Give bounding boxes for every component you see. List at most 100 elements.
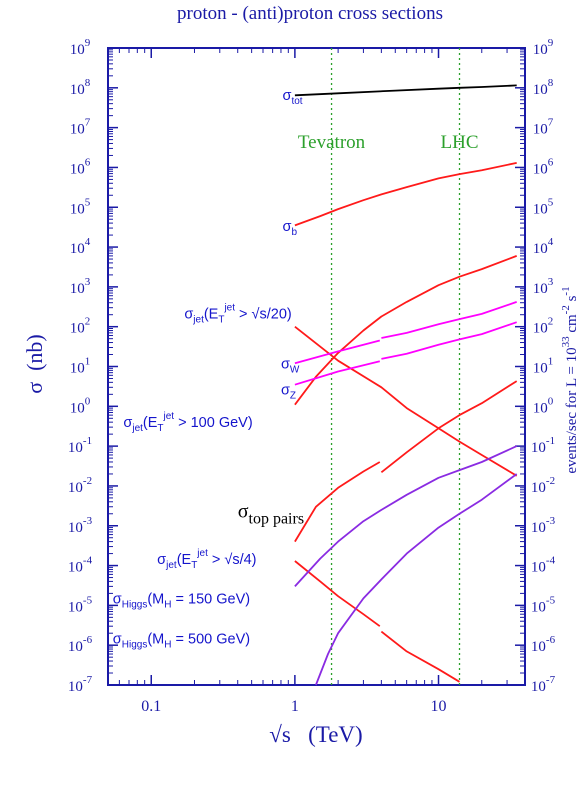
y-axis-left: 10910810710610510410310210110010-110-210… bbox=[68, 37, 118, 695]
curve-label-subscript: Z bbox=[290, 390, 296, 401]
y-tick-exponent-right: 9 bbox=[548, 37, 554, 49]
curve-label: σjet(ETjet > √s/4) bbox=[157, 548, 256, 571]
y-tick-label: 106 bbox=[70, 156, 91, 177]
curve-label-symbol: σ bbox=[283, 88, 292, 104]
curve-label-subscript: T bbox=[157, 423, 163, 434]
x-tick-label: 0.1 bbox=[141, 698, 161, 715]
y-tick-label: 10-7 bbox=[68, 674, 93, 695]
curve-label-subscript: tot bbox=[291, 96, 302, 107]
curve-label-subscript: H bbox=[164, 600, 171, 611]
y-tick-exponent: 8 bbox=[85, 77, 91, 89]
curve-label-text: = 500 GeV) bbox=[171, 632, 250, 648]
right-axis-label-part: events/sec for L = 10 bbox=[564, 347, 580, 473]
series-line bbox=[294, 445, 518, 588]
y-tick-exponent: 5 bbox=[85, 196, 91, 208]
curve-label-text: > 100 GeV) bbox=[174, 415, 253, 431]
series-line bbox=[294, 255, 518, 406]
y-tick-exponent: 7 bbox=[85, 117, 91, 129]
y-tick-exponent-right: -6 bbox=[546, 634, 556, 646]
y-tick-exponent-right: 3 bbox=[548, 276, 554, 288]
curve-label-symbol: σ bbox=[113, 592, 122, 608]
curve-label-text: > √s/20) bbox=[235, 307, 292, 323]
series-line bbox=[294, 360, 381, 386]
curve-label-text: (E bbox=[143, 415, 158, 431]
series-line bbox=[294, 339, 381, 365]
curve-label-subscript: T bbox=[191, 560, 197, 571]
y-tick-label: 100 bbox=[70, 395, 91, 416]
curve-label: σjet(ETjet > √s/20) bbox=[184, 303, 291, 326]
y-tick-label-right: 10-2 bbox=[531, 475, 555, 496]
y-tick-exponent: 0 bbox=[85, 395, 91, 407]
curve-label-text: = 150 GeV) bbox=[171, 592, 250, 608]
y-tick-label: 10-6 bbox=[68, 634, 93, 655]
y-tick-exponent-right: -4 bbox=[546, 555, 556, 567]
series-line bbox=[381, 321, 517, 360]
curve-label: σW bbox=[281, 356, 300, 375]
curve-label-subscript: W bbox=[290, 364, 300, 375]
curve-label-symbol: σ bbox=[283, 219, 292, 235]
y-tick-exponent: -7 bbox=[83, 674, 93, 686]
curve-label-subscript: jet bbox=[165, 560, 177, 571]
curve-label-symbol: σ bbox=[157, 552, 166, 568]
chart-title: proton - (anti)proton cross sections bbox=[177, 3, 443, 24]
curve-label: σHiggs(MH = 150 GeV) bbox=[113, 592, 250, 611]
y-tick-label-right: 109 bbox=[533, 37, 554, 58]
x-axis-label: √s (TeV) bbox=[269, 722, 362, 747]
y-tick-exponent-right: 1 bbox=[548, 356, 554, 368]
y-tick-exponent: -6 bbox=[83, 634, 93, 646]
y-tick-exponent-right: 4 bbox=[548, 236, 554, 248]
reference-line-label: Tevatron bbox=[298, 132, 366, 153]
curve-label-subscript: H bbox=[164, 640, 171, 651]
curve-label: σb bbox=[283, 219, 298, 238]
curve-label: σZ bbox=[281, 382, 296, 401]
series-line bbox=[381, 301, 517, 339]
curve-label-symbol: σ bbox=[281, 382, 290, 398]
y-tick-label-right: 103 bbox=[533, 276, 554, 297]
curve-label-subscript: b bbox=[291, 227, 297, 238]
y-tick-label-right: 106 bbox=[533, 156, 554, 177]
reference-lines: Tevatron LHC bbox=[298, 48, 479, 685]
y-tick-label-right: 105 bbox=[533, 196, 554, 217]
y-tick-label: 103 bbox=[70, 276, 91, 297]
y-tick-label: 10-2 bbox=[68, 475, 92, 496]
y-tick-label-right: 107 bbox=[533, 117, 554, 138]
curve-label-subscript: Higgs bbox=[122, 640, 148, 651]
y-tick-exponent-right: 5 bbox=[548, 196, 554, 208]
curve-label-text: (M bbox=[147, 632, 164, 648]
y-tick-exponent-right: -5 bbox=[546, 594, 556, 606]
y-tick-label-right: 10-3 bbox=[531, 515, 556, 536]
y-tick-exponent-right: -7 bbox=[546, 674, 556, 686]
y-tick-label-right: 10-1 bbox=[531, 435, 555, 456]
curve-label: σtot bbox=[283, 88, 303, 107]
curve-label-subscript: jet bbox=[131, 423, 143, 434]
y-tick-label-right: 10-7 bbox=[531, 674, 556, 695]
curve-label: σjet(ETjet > 100 GeV) bbox=[123, 411, 252, 434]
y-tick-exponent: -5 bbox=[83, 594, 93, 606]
y-axis-label: σ (nb) bbox=[22, 334, 47, 394]
y-tick-exponent-right: 6 bbox=[548, 156, 554, 168]
y-tick-exponent-right: -2 bbox=[546, 475, 555, 487]
curve-label-text: > √s/4) bbox=[208, 552, 257, 568]
y-tick-label-right: 10-5 bbox=[531, 594, 556, 615]
y-tick-exponent-right: 7 bbox=[548, 117, 554, 129]
curve-label-superscript: jet bbox=[196, 548, 208, 559]
curve-label-text: (M bbox=[147, 592, 164, 608]
y-tick-exponent-right: 2 bbox=[548, 316, 554, 328]
y-tick-exponent-right: -1 bbox=[546, 435, 555, 447]
x-tick-label: 10 bbox=[431, 698, 447, 715]
curve-label: σtop pairs bbox=[238, 501, 304, 528]
y-tick-label-right: 102 bbox=[533, 316, 554, 337]
series-layer bbox=[294, 84, 518, 686]
y-tick-label: 107 bbox=[70, 117, 91, 138]
curve-label-symbol: σ bbox=[238, 501, 249, 523]
y-tick-exponent: -2 bbox=[83, 475, 92, 487]
series-line bbox=[294, 325, 518, 477]
x-tick-label: 1 bbox=[291, 698, 299, 715]
y-tick-exponent: 6 bbox=[85, 156, 91, 168]
y-tick-label-right: 100 bbox=[533, 395, 554, 416]
y-tick-exponent: -4 bbox=[83, 555, 93, 567]
right-axis-label-part: 33 bbox=[560, 336, 572, 348]
x-axis: 0.1 1 10 bbox=[107, 48, 526, 715]
curve-label-symbol: σ bbox=[123, 415, 132, 431]
